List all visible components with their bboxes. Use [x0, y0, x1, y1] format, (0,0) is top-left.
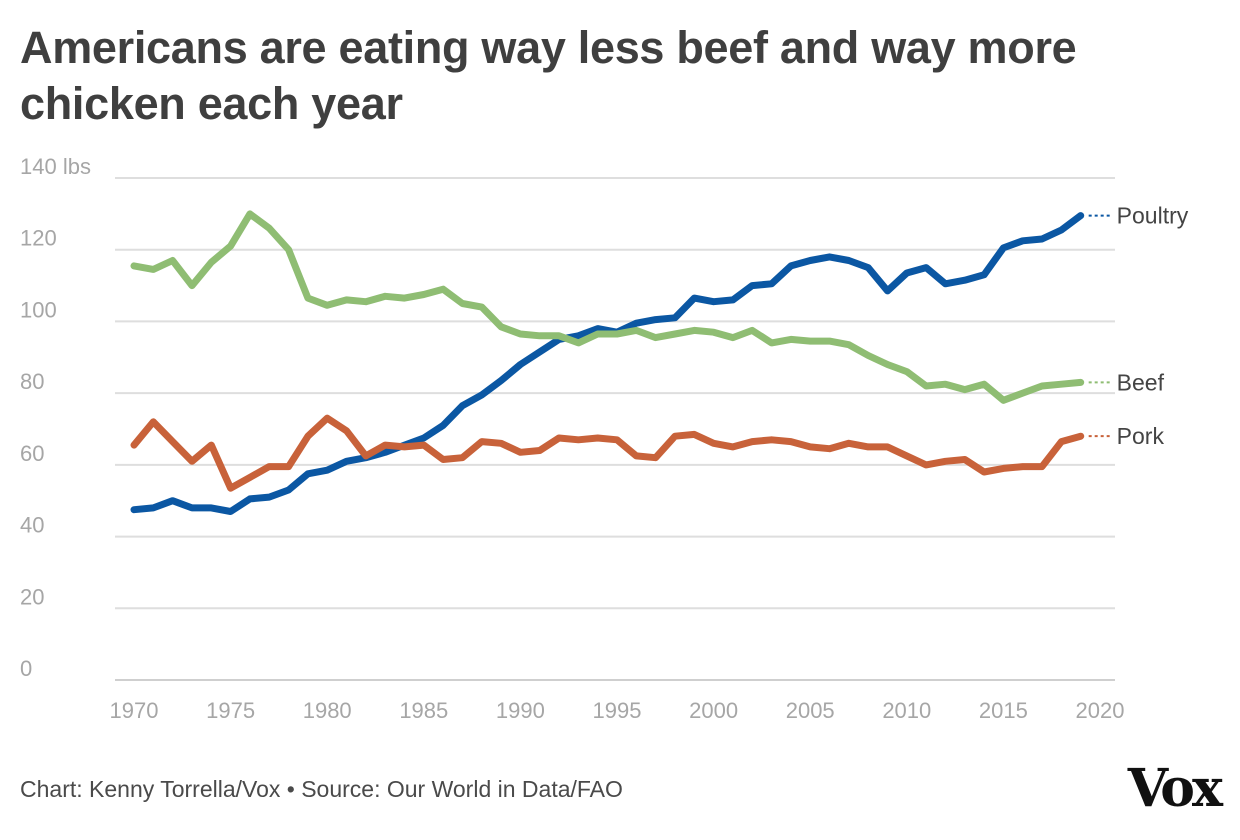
x-tick-label: 2015 [979, 698, 1028, 723]
x-tick-label: 2005 [786, 698, 835, 723]
y-tick-label: 40 [20, 513, 44, 538]
vox-logo: Vox [1127, 758, 1223, 819]
y-tick-label: 140 lbs [20, 154, 91, 179]
y-tick-label: 60 [20, 441, 44, 466]
x-tick-label: 1995 [593, 698, 642, 723]
y-tick-label: 80 [20, 369, 44, 394]
series-label-beef: Beef [1117, 369, 1165, 395]
series-line-pork [130, 414, 1085, 492]
x-tick-label: 2010 [882, 698, 931, 723]
series-line-poultry [130, 212, 1085, 515]
x-tick-label: 1970 [110, 698, 159, 723]
series-label-poultry: Poultry [1117, 203, 1189, 229]
series-label-pork: Pork [1117, 423, 1165, 449]
x-tick-label: 1980 [303, 698, 352, 723]
x-tick-label: 1985 [399, 698, 448, 723]
y-tick-label: 0 [20, 656, 32, 681]
y-tick-label: 120 [20, 226, 57, 251]
chart-credit: Chart: Kenny Torrella/Vox • Source: Our … [20, 776, 623, 802]
x-tick-label: 2000 [689, 698, 738, 723]
y-tick-label: 20 [20, 584, 44, 609]
x-tick-label: 1975 [206, 698, 255, 723]
y-tick-label: 100 [20, 297, 57, 322]
x-tick-label: 2020 [1076, 698, 1125, 723]
x-tick-label: 1990 [496, 698, 545, 723]
series-line-beef [130, 210, 1085, 404]
chart-title: Americans are eating way less beef and w… [20, 22, 1077, 129]
